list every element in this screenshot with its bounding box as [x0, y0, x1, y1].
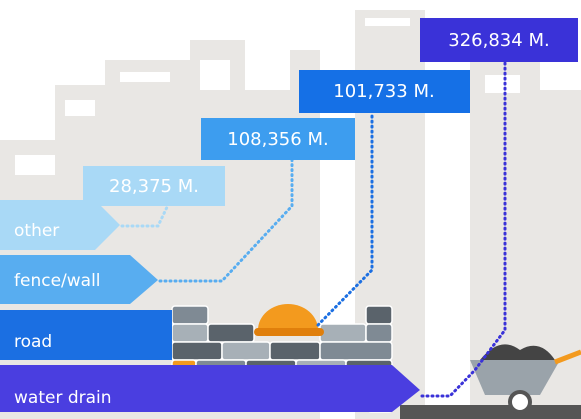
category-label: road	[14, 332, 52, 352]
value-label: 326,834 M.	[448, 30, 549, 51]
ground	[400, 405, 581, 419]
value-label: 28,375 M.	[109, 176, 199, 197]
category-label: fence/wall	[14, 271, 101, 291]
category-label: other	[14, 221, 59, 241]
value-label: 101,733 M.	[333, 81, 434, 102]
value-box: 326,834 M.	[420, 18, 578, 62]
category-label: water drain	[14, 388, 112, 408]
infographic: other fence/wall road water drain 28,375…	[0, 0, 581, 419]
category-tab: fence/wall	[0, 255, 158, 304]
category-tab: other	[0, 200, 120, 250]
category-tab: road	[0, 310, 172, 360]
value-box: 28,375 M.	[83, 166, 225, 206]
value-box: 108,356 M.	[201, 118, 355, 160]
category-tab: water drain	[0, 365, 420, 412]
value-label: 108,356 M.	[227, 129, 328, 150]
value-box: 101,733 M.	[299, 70, 470, 113]
